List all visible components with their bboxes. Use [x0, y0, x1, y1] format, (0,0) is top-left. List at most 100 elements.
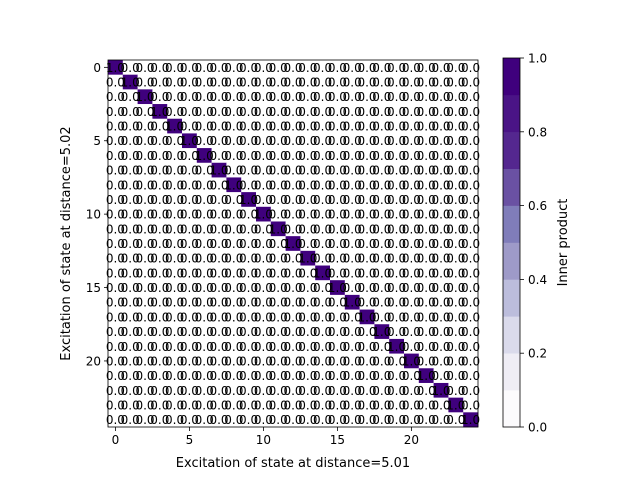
heatmap-cell — [108, 412, 124, 428]
cell-value-label: 1.0 — [224, 178, 243, 192]
cell-value-label: 0.0 — [461, 134, 480, 148]
cell-value-label: 0.0 — [254, 354, 273, 368]
heatmap-cell — [122, 368, 138, 384]
heatmap-cell — [389, 133, 405, 149]
cell-value-label: 0.0 — [387, 237, 406, 251]
heatmap-cell — [374, 133, 390, 149]
heatmap-cell — [404, 74, 420, 90]
heatmap-cell — [359, 236, 375, 252]
colorbar-tick-label: 0.2 — [528, 347, 547, 361]
heatmap-cell — [448, 412, 464, 428]
cell-value-label: 0.0 — [195, 105, 214, 119]
heatmap-cell — [152, 206, 168, 222]
cell-value-label: 0.0 — [417, 193, 436, 207]
heatmap-cell — [108, 104, 124, 120]
cell-value-label: 0.0 — [417, 76, 436, 90]
cell-value-label: 0.0 — [313, 222, 332, 236]
heatmap-cell — [152, 236, 168, 252]
heatmap-cell — [300, 294, 316, 310]
heatmap-cell — [418, 338, 434, 354]
heatmap-cell — [182, 412, 198, 428]
cell-value-label: 0.0 — [180, 178, 199, 192]
colorbar-label: Inner product — [556, 199, 571, 287]
cell-value-label: 0.0 — [328, 384, 347, 398]
cell-value-label: 0.0 — [150, 90, 169, 104]
cell-value-label: 0.0 — [209, 61, 228, 75]
cell-value-label: 0.0 — [387, 266, 406, 280]
heatmap-cell — [404, 148, 420, 164]
heatmap-cell — [256, 412, 272, 428]
heatmap-cell — [211, 309, 227, 325]
heatmap-cell — [448, 382, 464, 398]
cell-value-label: 0.0 — [239, 120, 258, 134]
cell-value-label: 1.0 — [298, 252, 317, 266]
cell-value-label: 0.0 — [121, 178, 140, 192]
cell-value-label: 0.0 — [135, 237, 154, 251]
cell-value-label: 0.0 — [269, 384, 288, 398]
heatmap-cell — [196, 294, 212, 310]
heatmap-cell — [404, 309, 420, 325]
cell-value-label: 0.0 — [195, 340, 214, 354]
heatmap-cell — [463, 177, 479, 193]
cell-value-label: 0.0 — [431, 398, 450, 412]
heatmap-cell — [122, 104, 138, 120]
heatmap-cell — [300, 236, 316, 252]
cell-value-label: 0.0 — [254, 252, 273, 266]
heatmap-cell — [404, 60, 420, 75]
cell-value-label: 0.0 — [313, 340, 332, 354]
heatmap-cell — [389, 60, 405, 75]
heatmap-cell — [463, 192, 479, 208]
cell-value-label: 0.0 — [121, 193, 140, 207]
cell-value-label: 0.0 — [461, 369, 480, 383]
heatmap-cell — [285, 162, 301, 178]
heatmap-cell — [122, 250, 138, 266]
colorbar-tick-label: 0.4 — [528, 273, 547, 287]
heatmap-cell — [344, 294, 360, 310]
cell-value-label: 0.0 — [180, 76, 199, 90]
heatmap-cell — [344, 221, 360, 237]
heatmap-cell — [241, 368, 257, 384]
cell-value-label: 0.0 — [461, 61, 480, 75]
heatmap-cell — [226, 133, 242, 149]
cell-value-label: 0.0 — [239, 281, 258, 295]
heatmap-cell — [300, 148, 316, 164]
cell-value-label: 0.0 — [165, 149, 184, 163]
cell-value-label: 0.0 — [431, 164, 450, 178]
heatmap-cell — [433, 104, 449, 120]
heatmap-cell — [418, 148, 434, 164]
cell-value-label: 0.0 — [121, 310, 140, 324]
cell-value-label: 0.0 — [209, 384, 228, 398]
heatmap-cell — [448, 309, 464, 325]
cell-value-label: 0.0 — [402, 237, 421, 251]
heatmap-cell — [389, 74, 405, 90]
heatmap-cell — [196, 104, 212, 120]
cell-value-label: 0.0 — [239, 369, 258, 383]
cell-value-label: 0.0 — [328, 149, 347, 163]
heatmap-cell — [433, 148, 449, 164]
heatmap-cell — [152, 353, 168, 369]
cell-value-label: 1.0 — [195, 149, 214, 163]
heatmap-cell — [196, 60, 212, 75]
heatmap-cell — [167, 265, 183, 281]
cell-value-label: 0.0 — [328, 252, 347, 266]
heatmap-cell — [374, 265, 390, 281]
cell-value-label: 0.0 — [402, 398, 421, 412]
heatmap-cell — [182, 192, 198, 208]
cell-value-label: 0.0 — [461, 237, 480, 251]
heatmap-cell — [256, 250, 272, 266]
cell-value-label: 0.0 — [417, 266, 436, 280]
heatmap-cell — [196, 148, 212, 164]
cell-value-label: 0.0 — [446, 281, 465, 295]
cell-value-label: 0.0 — [165, 296, 184, 310]
heatmap-cell — [359, 353, 375, 369]
cell-value-label: 0.0 — [372, 208, 391, 222]
heatmap-cell — [270, 368, 286, 384]
cell-value-label: 0.0 — [165, 222, 184, 236]
heatmap-cell — [211, 177, 227, 193]
cell-value-label: 0.0 — [417, 296, 436, 310]
cell-value-label: 0.0 — [461, 340, 480, 354]
heatmap-cell — [374, 368, 390, 384]
y-tick-label: 15 — [86, 281, 101, 295]
cell-value-label: 0.0 — [372, 164, 391, 178]
heatmap-cell — [448, 60, 464, 75]
